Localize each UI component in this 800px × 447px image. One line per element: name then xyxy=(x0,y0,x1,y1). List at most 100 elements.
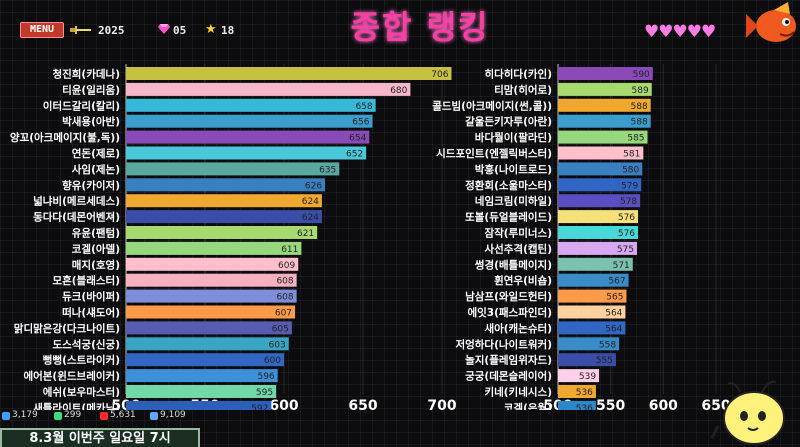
category-label: 양꼬(아크메이지(불,독)) xyxy=(10,131,120,144)
bar xyxy=(126,114,373,128)
category-label: 티맘(히어로) xyxy=(494,83,552,96)
category-label: 동다다(데몬어벤져) xyxy=(33,211,120,224)
bar xyxy=(126,241,302,255)
sword-icon xyxy=(70,26,91,34)
data-label: 567 xyxy=(608,277,625,287)
data-label: 607 xyxy=(275,309,292,319)
data-label: 588 xyxy=(631,118,648,128)
data-label: 605 xyxy=(272,324,289,334)
category-label: 모흔(블래스터) xyxy=(52,274,120,287)
bar xyxy=(558,257,633,271)
category-label: 궁궁(데몬슬레이어) xyxy=(465,370,552,383)
page-title: 종합 랭킹 xyxy=(350,8,490,46)
bar xyxy=(558,321,626,335)
stat-value-4: 9,109 xyxy=(160,410,186,420)
category-label: 갈울든키자루(아란) xyxy=(465,115,552,128)
top-hud-bar: MENU 2025 05 ★ 18 종합 랭킹 ♥♥♥♥♥ xyxy=(0,0,800,64)
bar xyxy=(126,385,277,398)
bar xyxy=(558,114,651,128)
category-label: 떠나(섀도어) xyxy=(62,306,120,319)
data-label: 621 xyxy=(297,229,314,239)
data-label: 608 xyxy=(276,293,293,303)
bar xyxy=(558,369,600,383)
data-label: 654 xyxy=(349,134,366,144)
category-label: 유윤(팬텀) xyxy=(72,227,120,240)
data-label: 575 xyxy=(617,245,634,255)
category-label: 정환회(소울마스터) xyxy=(465,179,552,192)
bar xyxy=(126,289,297,303)
data-label: 635 xyxy=(319,165,336,175)
bar xyxy=(126,273,297,287)
data-label: 564 xyxy=(605,309,622,319)
category-label: 썽경(배틀메이지) xyxy=(475,258,552,271)
data-label: 536 xyxy=(576,404,593,410)
bar xyxy=(558,273,629,287)
data-label: 652 xyxy=(346,150,363,160)
category-label: 히다히다(카인) xyxy=(484,68,552,81)
bar xyxy=(558,400,596,410)
bar xyxy=(558,305,626,319)
data-label: 611 xyxy=(281,245,298,255)
category-label: 남삼프(와일드헌터) xyxy=(465,290,552,303)
data-label: 581 xyxy=(623,150,640,160)
category-label: 코겔(아델) xyxy=(72,242,120,255)
data-label: 609 xyxy=(278,261,295,271)
bar xyxy=(558,337,620,351)
bar xyxy=(126,194,322,208)
bar xyxy=(126,162,340,176)
data-label: 624 xyxy=(302,197,319,207)
chat-icon xyxy=(150,412,158,420)
bar xyxy=(126,146,367,160)
category-label: 에쉬(보우마스터) xyxy=(43,386,120,399)
gem-counter: 05 xyxy=(173,24,187,37)
bar xyxy=(558,226,639,239)
category-label: 에잇3(패스파인더) xyxy=(467,306,552,319)
x-tick-label: 650 xyxy=(701,398,730,410)
category-label: 넓냐비(메르세데스) xyxy=(33,195,120,208)
data-label: 588 xyxy=(631,102,648,112)
menu-button[interactable]: MENU xyxy=(20,22,64,38)
category-label: 키네(키네시스) xyxy=(484,386,552,399)
bar xyxy=(558,385,596,398)
category-label: 박훙(나이트로드) xyxy=(475,163,552,176)
schedule-caption: 8.3월 이번주 일요일 7시 xyxy=(0,428,200,447)
data-label: 571 xyxy=(613,261,630,271)
bar xyxy=(558,210,639,224)
x-tick-label: 700 xyxy=(427,398,456,410)
category-label: 콜드빔(아크메이지(썬,콜)) xyxy=(432,99,552,112)
data-label: 624 xyxy=(302,213,319,223)
category-label: 티윤(일리움) xyxy=(62,83,120,96)
bar xyxy=(126,353,284,367)
bar xyxy=(558,146,644,160)
bar xyxy=(126,257,299,271)
bar xyxy=(558,82,652,96)
bar xyxy=(558,353,616,367)
category-label: 휜연우(비숍) xyxy=(494,274,552,287)
stream-stats: 3,179 299 5,631 9,109 xyxy=(0,410,220,424)
category-label: 매지(호영) xyxy=(72,258,120,271)
data-label: 595 xyxy=(256,388,273,398)
data-label: 603 xyxy=(269,340,286,350)
data-label: 590 xyxy=(633,70,650,80)
category-label: 사임(제논) xyxy=(72,163,120,176)
star-icon: ★ xyxy=(205,22,217,37)
category-label: 박새용(아반) xyxy=(62,115,120,128)
category-label: 새틀라이트(메카닉) xyxy=(33,401,120,410)
bar xyxy=(558,241,637,255)
category-label: 새아(캐논슈터) xyxy=(484,322,552,335)
x-tick-label: 550 xyxy=(596,398,625,410)
data-label: 576 xyxy=(618,213,635,223)
ranking-chart: 500550600650700706청진희(카데나)680티윤(일리움)658이… xyxy=(10,64,731,410)
category-label: 뻥뻥(스트라이커) xyxy=(43,354,120,367)
bar xyxy=(126,369,278,383)
data-label: 608 xyxy=(276,277,293,287)
category-label: 잠작(루미너스) xyxy=(484,227,552,240)
data-label: 536 xyxy=(576,388,593,398)
star-counter: 18 xyxy=(221,24,235,37)
hearts-life-icon: ♥♥♥♥♥ xyxy=(644,22,716,42)
bar xyxy=(558,98,651,112)
gem-icon xyxy=(158,24,170,34)
data-label: 589 xyxy=(632,86,649,96)
category-label: 코겔(은월) xyxy=(504,401,552,410)
data-label: 580 xyxy=(622,165,639,175)
